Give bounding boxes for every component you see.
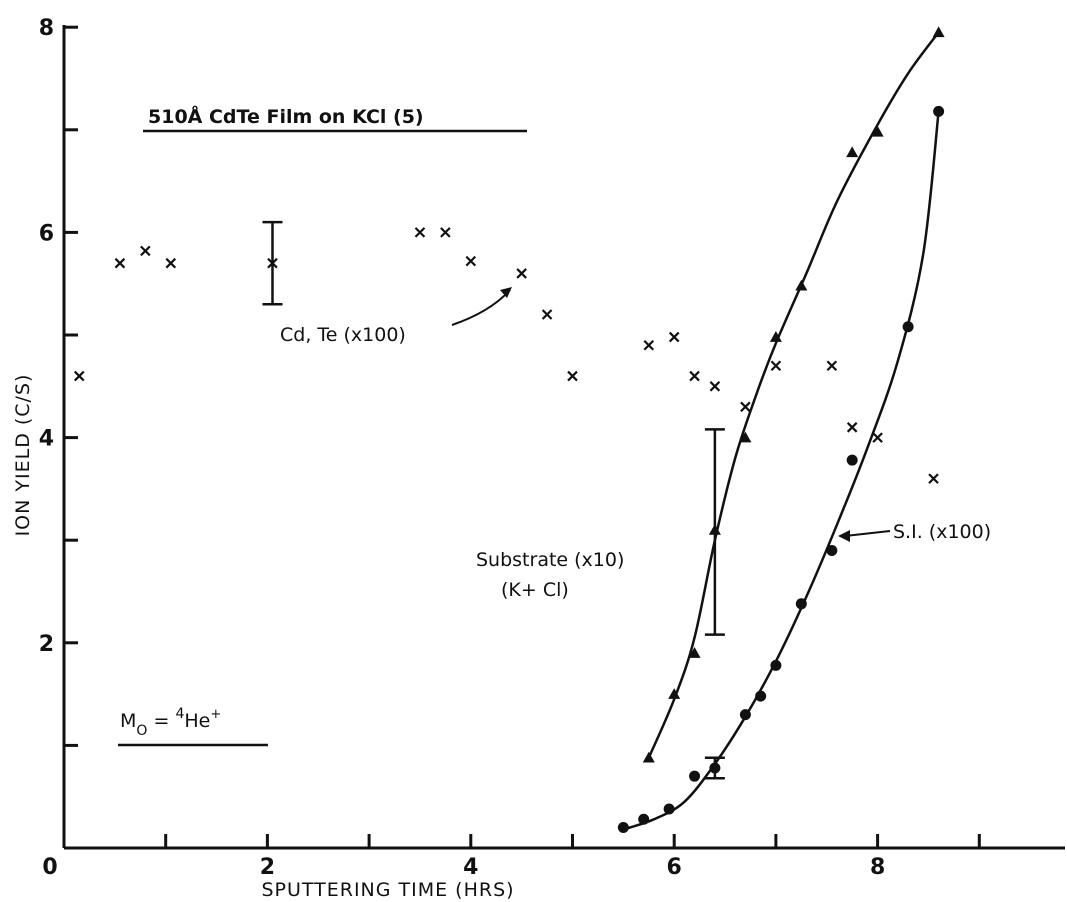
dot-marker xyxy=(739,709,751,721)
annotation-arrow-cdte xyxy=(451,289,511,326)
axes xyxy=(62,25,1065,850)
x-tick-label: 8 xyxy=(870,855,885,880)
dot-marker xyxy=(689,770,701,782)
y-axis-title: ION YIELD (C/S) xyxy=(12,374,34,537)
cross-marker xyxy=(140,245,151,257)
y-tick-label: 6 xyxy=(39,221,54,246)
triangle-marker xyxy=(739,431,752,443)
fitted-curves xyxy=(622,31,940,831)
triangle-marker xyxy=(932,26,945,38)
cross-marker xyxy=(114,257,126,269)
y-tick-label: 4 xyxy=(39,427,54,452)
dot-marker xyxy=(709,762,721,774)
dot-marker xyxy=(902,321,914,333)
cross-marker xyxy=(826,360,838,372)
annotation-arrowhead-cdte xyxy=(500,287,512,298)
cross-marker xyxy=(567,370,578,382)
cross-marker xyxy=(541,309,553,320)
x-tick-label: 6 xyxy=(667,855,682,880)
triangle-marker xyxy=(642,751,655,763)
triangle-marker xyxy=(769,331,782,342)
cross-marker xyxy=(668,331,680,343)
cross-marker xyxy=(73,370,85,382)
dot-marker xyxy=(663,803,675,815)
dot-marker xyxy=(755,690,767,702)
cross-marker xyxy=(846,422,858,433)
annotation-arrow-si xyxy=(844,530,891,537)
projectile-superscript: 4 xyxy=(175,706,184,722)
projectile-he: He xyxy=(184,710,210,732)
chart-title: 510Å CdTe Film on KCl (5) xyxy=(148,104,424,128)
cross-marker xyxy=(267,257,278,269)
projectile-equals: = xyxy=(147,710,175,732)
dot-marker xyxy=(933,105,945,117)
dot-marker xyxy=(617,821,629,833)
y-tick-label: 2 xyxy=(39,632,54,657)
dot-marker xyxy=(846,454,858,466)
triangle-marker xyxy=(846,146,859,158)
triangle-marker xyxy=(795,279,808,291)
cross-marker xyxy=(709,381,721,392)
cross-marker xyxy=(516,268,527,279)
triangle-marker xyxy=(668,688,681,699)
projectile-subscript: O xyxy=(136,723,147,739)
x-tick-label: 4 xyxy=(463,855,478,880)
data-markers xyxy=(73,26,945,833)
annotation-substrate: Substrate (x10) xyxy=(476,549,624,571)
cross-marker xyxy=(440,227,451,238)
cross-marker xyxy=(872,432,883,443)
cross-marker xyxy=(928,473,939,484)
projectile-m: M xyxy=(120,710,136,732)
cross-marker xyxy=(770,360,782,372)
dot-marker xyxy=(795,598,807,610)
triangle-marker xyxy=(708,523,721,535)
annotation-projectile: MO = 4He+ xyxy=(120,706,221,739)
cross-marker xyxy=(643,339,655,351)
dot-marker xyxy=(826,544,838,556)
fit-curve xyxy=(647,31,940,759)
dot-marker xyxy=(770,659,782,671)
triangle-marker xyxy=(688,647,701,658)
x-tick-label: 2 xyxy=(260,855,275,880)
cross-marker xyxy=(689,370,700,382)
triangle-marker xyxy=(871,125,884,137)
x-axis-title: SPUTTERING TIME (HRS) xyxy=(261,879,514,901)
ticks: 0 2 4 6 8 2 4 6 8 xyxy=(39,16,981,880)
x-tick-label: 0 xyxy=(42,855,57,880)
y-tick-label: 8 xyxy=(39,16,54,41)
cross-marker xyxy=(740,401,751,413)
dot-marker xyxy=(638,813,650,825)
cross-marker xyxy=(165,257,177,269)
annotation-si: S.I. (x100) xyxy=(893,521,991,543)
cross-marker xyxy=(465,255,477,267)
annotation-cdte: Cd, Te (x100) xyxy=(280,324,406,346)
annotation-substrate-ions: (K+ Cl) xyxy=(501,579,569,601)
projectile-charge: + xyxy=(210,707,221,722)
fit-curve xyxy=(622,111,940,831)
annotation-arrowhead-si xyxy=(838,530,850,542)
cross-marker xyxy=(414,227,426,238)
